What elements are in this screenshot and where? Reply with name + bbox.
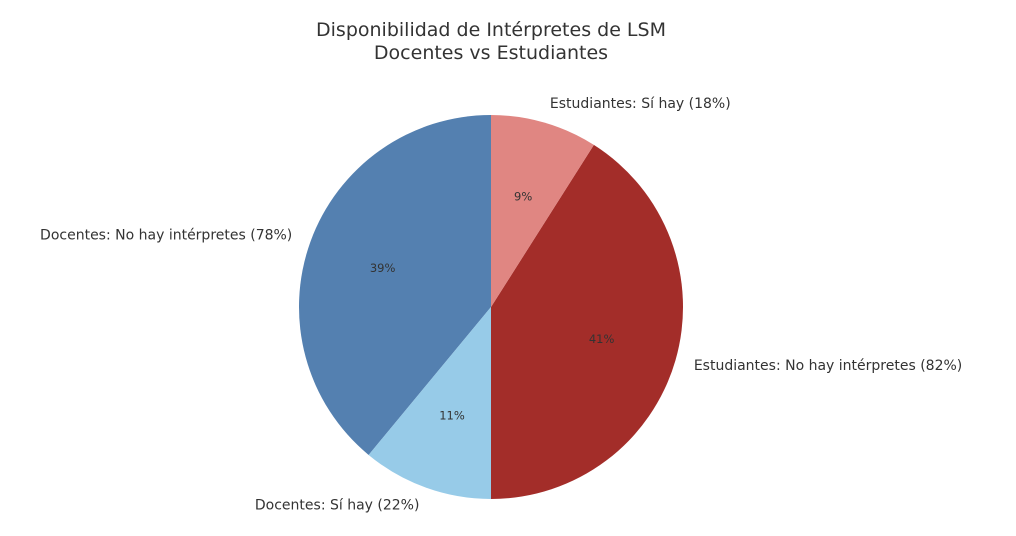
chart-title: Disponibilidad de Intérpretes de LSM Doc…: [0, 19, 982, 65]
pie-slice: [491, 115, 594, 307]
chart-title-line2: Docentes vs Estudiantes: [373, 42, 609, 64]
pie-percent-label: 39%: [370, 261, 396, 275]
pie-category-label: Docentes: No hay intérpretes (78%): [40, 227, 292, 243]
pie-slices: [299, 115, 684, 499]
pie-category-label: Estudiantes: No hay intérpretes (82%): [694, 358, 962, 374]
chart-title-line1: Disponibilidad de Intérpretes de LSM: [316, 19, 666, 41]
pie-slice: [368, 307, 491, 499]
pie-slice: [491, 144, 684, 499]
pie-slice: [299, 115, 491, 455]
pie-percent-labels: 39% 11% 41% 9%: [370, 189, 615, 422]
pie-percent-label: 9%: [514, 189, 532, 203]
pie-percent-label: 41%: [589, 332, 615, 346]
pie-percent-label: 11%: [439, 408, 465, 422]
pie-category-label: Docentes: Sí hay (22%): [255, 498, 420, 514]
pie-category-label: Estudiantes: Sí hay (18%): [550, 96, 731, 112]
pie-category-labels: Docentes: No hay intérpretes (78%) Docent…: [40, 96, 962, 514]
